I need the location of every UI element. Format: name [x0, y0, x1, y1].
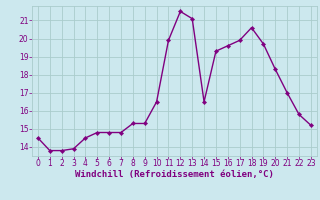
- X-axis label: Windchill (Refroidissement éolien,°C): Windchill (Refroidissement éolien,°C): [75, 170, 274, 179]
